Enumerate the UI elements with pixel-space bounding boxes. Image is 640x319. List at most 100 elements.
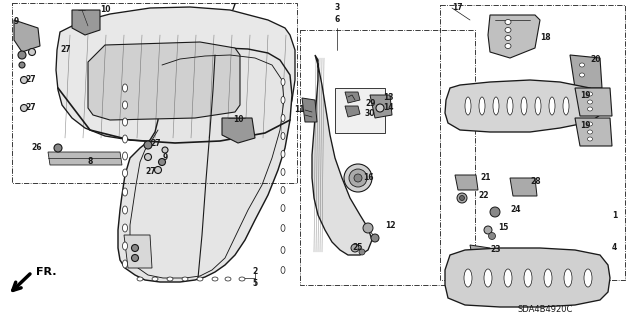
Text: 17: 17 xyxy=(452,4,463,12)
Polygon shape xyxy=(14,20,40,52)
Text: 13: 13 xyxy=(383,93,394,101)
Polygon shape xyxy=(445,80,605,132)
Circle shape xyxy=(29,48,35,56)
Ellipse shape xyxy=(505,19,511,25)
Ellipse shape xyxy=(152,277,158,281)
Ellipse shape xyxy=(225,277,231,281)
Polygon shape xyxy=(470,245,492,262)
Bar xyxy=(335,88,385,133)
Circle shape xyxy=(131,255,138,262)
Ellipse shape xyxy=(484,269,492,287)
Ellipse shape xyxy=(122,135,127,143)
Text: 8: 8 xyxy=(87,158,93,167)
Ellipse shape xyxy=(524,269,532,287)
Polygon shape xyxy=(56,7,295,142)
Ellipse shape xyxy=(588,130,593,134)
Ellipse shape xyxy=(281,225,285,232)
Circle shape xyxy=(20,105,28,112)
Polygon shape xyxy=(575,118,612,146)
Text: 23: 23 xyxy=(490,246,500,255)
Polygon shape xyxy=(445,248,610,307)
Ellipse shape xyxy=(281,247,285,254)
Text: 14: 14 xyxy=(383,103,394,113)
Polygon shape xyxy=(370,95,392,118)
Ellipse shape xyxy=(122,224,127,232)
Text: 26: 26 xyxy=(31,143,42,152)
Polygon shape xyxy=(302,98,317,122)
Text: 24: 24 xyxy=(510,205,520,214)
Text: 6: 6 xyxy=(334,16,340,25)
Ellipse shape xyxy=(505,27,511,33)
Circle shape xyxy=(144,141,152,149)
Circle shape xyxy=(460,196,465,201)
Text: 27: 27 xyxy=(25,76,36,85)
Polygon shape xyxy=(570,55,602,88)
Circle shape xyxy=(19,62,25,68)
Ellipse shape xyxy=(122,101,127,109)
Polygon shape xyxy=(72,10,100,35)
Text: 10: 10 xyxy=(100,5,111,14)
Ellipse shape xyxy=(167,277,173,281)
Text: 20: 20 xyxy=(590,56,600,64)
Text: 29: 29 xyxy=(365,99,376,108)
Ellipse shape xyxy=(588,122,593,126)
Ellipse shape xyxy=(465,97,471,115)
Bar xyxy=(440,5,625,280)
Circle shape xyxy=(159,159,166,166)
Ellipse shape xyxy=(122,118,127,126)
Ellipse shape xyxy=(122,152,127,160)
Ellipse shape xyxy=(281,78,285,85)
Ellipse shape xyxy=(507,97,513,115)
Ellipse shape xyxy=(281,97,285,103)
Text: 9: 9 xyxy=(13,18,19,26)
Text: 28: 28 xyxy=(530,177,541,187)
Polygon shape xyxy=(488,15,540,58)
Circle shape xyxy=(344,164,372,192)
Ellipse shape xyxy=(122,84,127,92)
Text: 25: 25 xyxy=(353,243,363,253)
Circle shape xyxy=(457,193,467,203)
Circle shape xyxy=(18,51,26,59)
Circle shape xyxy=(131,244,138,251)
Text: 19: 19 xyxy=(580,121,591,130)
Circle shape xyxy=(354,174,362,182)
Ellipse shape xyxy=(588,92,593,96)
Text: FR.: FR. xyxy=(36,267,56,277)
Text: 21: 21 xyxy=(480,174,490,182)
Text: 2: 2 xyxy=(252,268,257,277)
Polygon shape xyxy=(345,106,360,117)
Polygon shape xyxy=(312,55,372,255)
Ellipse shape xyxy=(504,269,512,287)
Text: 10: 10 xyxy=(233,115,243,124)
Polygon shape xyxy=(222,118,255,143)
Ellipse shape xyxy=(122,188,127,196)
Circle shape xyxy=(371,234,379,242)
Text: 3: 3 xyxy=(334,4,340,12)
Polygon shape xyxy=(345,92,360,103)
Text: 4: 4 xyxy=(612,243,617,253)
Text: 1: 1 xyxy=(612,211,617,219)
Circle shape xyxy=(376,104,384,112)
Ellipse shape xyxy=(182,277,188,281)
Text: 22: 22 xyxy=(478,190,488,199)
Polygon shape xyxy=(455,175,478,190)
Bar xyxy=(300,30,475,285)
Text: 30: 30 xyxy=(365,109,376,118)
Circle shape xyxy=(484,226,492,234)
Ellipse shape xyxy=(281,204,285,211)
Text: 16: 16 xyxy=(363,174,374,182)
Ellipse shape xyxy=(579,73,584,77)
Text: 27: 27 xyxy=(150,138,161,147)
Ellipse shape xyxy=(588,107,593,111)
Text: 27: 27 xyxy=(145,167,156,176)
Ellipse shape xyxy=(584,269,592,287)
Text: 15: 15 xyxy=(498,224,508,233)
Ellipse shape xyxy=(239,277,245,281)
Circle shape xyxy=(20,77,28,84)
Circle shape xyxy=(488,233,495,240)
Ellipse shape xyxy=(588,137,593,141)
Ellipse shape xyxy=(197,277,203,281)
Ellipse shape xyxy=(281,187,285,194)
Ellipse shape xyxy=(122,169,127,177)
Polygon shape xyxy=(510,178,537,196)
